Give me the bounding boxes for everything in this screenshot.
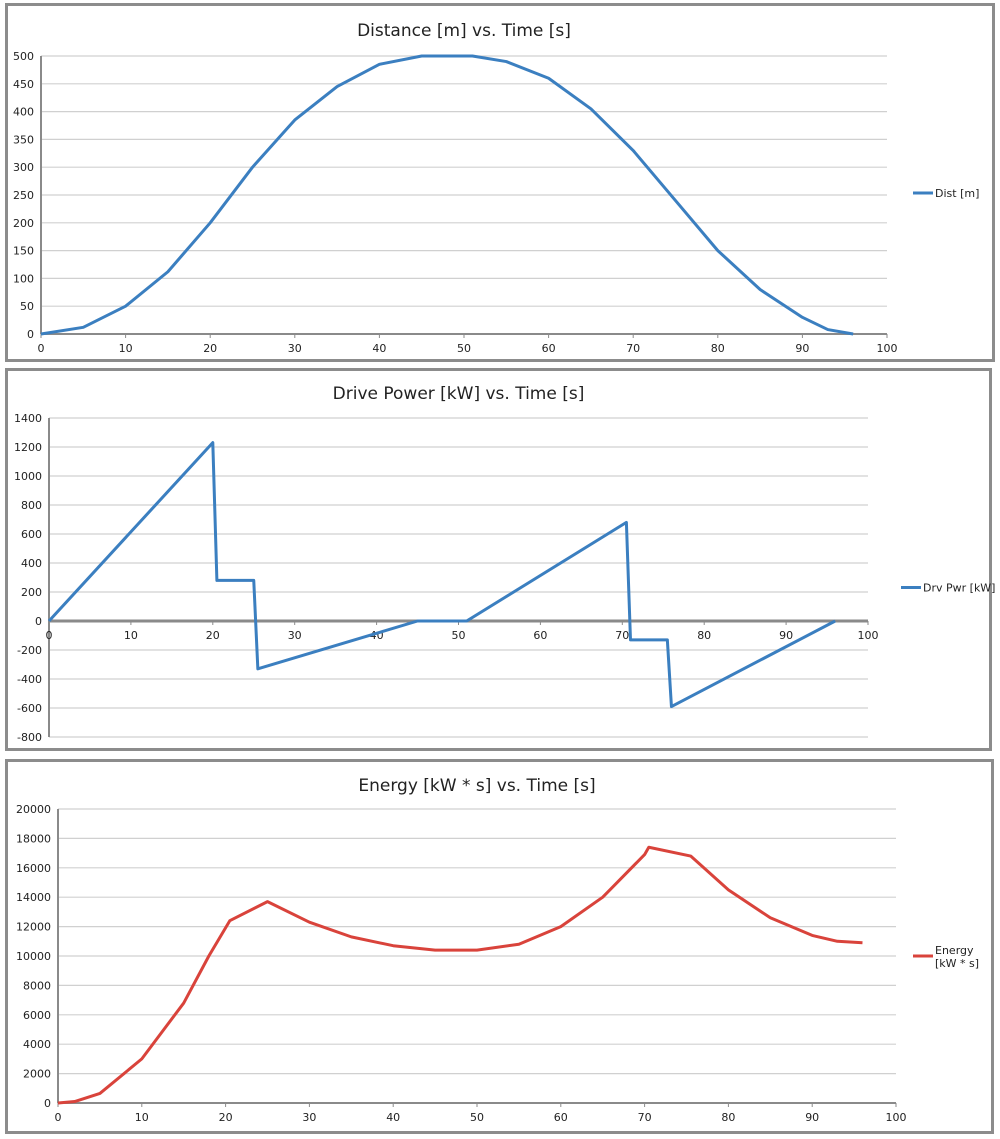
x-tick-label: 0 xyxy=(38,342,45,355)
y-tick-label: 250 xyxy=(13,189,34,202)
x-tick-label: 10 xyxy=(124,629,138,642)
y-tick-label: 1000 xyxy=(14,470,42,483)
y-tick-label: 10000 xyxy=(16,950,51,963)
y-tick-label: 8000 xyxy=(23,979,51,992)
power-chart-panel: Drive Power [kW] vs. Time [s] -800 -600 -40… xyxy=(5,368,995,751)
x-tick-label: 50 xyxy=(470,1111,484,1124)
series-line xyxy=(40,54,854,336)
chart-title: Energy [kW * s] vs. Time [s] xyxy=(358,776,595,796)
x-tick-label: 20 xyxy=(203,342,217,355)
y-tick-label: 600 xyxy=(21,528,42,541)
x-tick-label: 70 xyxy=(615,629,629,642)
x-tick-label: 50 xyxy=(452,629,466,642)
x-tick-label: 40 xyxy=(372,342,386,355)
y-tick-label: 6000 xyxy=(23,1009,51,1022)
x-tick-label: 30 xyxy=(288,342,302,355)
y-tick-label: 16000 xyxy=(16,862,51,875)
y-tick-label: 20000 xyxy=(16,803,51,816)
y-tick-label: 800 xyxy=(21,499,42,512)
y-tick-label: 12000 xyxy=(16,921,51,934)
x-tick-label: 80 xyxy=(711,342,725,355)
x-tick-label: 10 xyxy=(119,342,133,355)
x-tick-label: 60 xyxy=(542,342,556,355)
x-tick-label: 50 xyxy=(457,342,471,355)
energy-chart: Energy [kW * s] vs. Time [s]020004000600… xyxy=(16,776,979,1124)
energy-chart-panel: Energy [kW * s] vs. Time [s] 0 2000 4000 600… xyxy=(5,759,994,1134)
legend-label-line: Energy xyxy=(935,944,974,957)
x-tick-label: 20 xyxy=(206,629,220,642)
legend-label: Drv Pwr [kW] xyxy=(923,582,995,595)
y-tick-label: -800 xyxy=(17,731,42,744)
y-tick-label: 400 xyxy=(13,106,34,119)
x-tick-label: 90 xyxy=(795,342,809,355)
y-tick-label: 2000 xyxy=(23,1068,51,1081)
distance-chart-panel: Distance [m] vs. Time [s] 0 50 100 150 200 250… xyxy=(5,3,995,362)
y-tick-label: 100 xyxy=(13,272,34,285)
x-tick-label: 60 xyxy=(533,629,547,642)
y-tick-label: 4000 xyxy=(23,1038,51,1051)
y-tick-label: 1400 xyxy=(14,412,42,425)
x-tick-label: 90 xyxy=(805,1111,819,1124)
y-tick-label: 18000 xyxy=(16,832,51,845)
y-tick-label: -600 xyxy=(17,702,42,715)
x-tick-label: 20 xyxy=(219,1111,233,1124)
legend-label: Dist [m] xyxy=(935,187,979,200)
x-tick-label: 80 xyxy=(721,1111,735,1124)
series-line xyxy=(57,845,863,1105)
x-tick-label: 40 xyxy=(386,1111,400,1124)
x-tick-label: 80 xyxy=(697,629,711,642)
y-tick-label: -200 xyxy=(17,644,42,657)
x-tick-label: 90 xyxy=(779,629,793,642)
y-tick-label: 14000 xyxy=(16,891,51,904)
y-tick-label: 450 xyxy=(13,78,34,91)
y-tick-label: 500 xyxy=(13,50,34,63)
power-chart: Drive Power [kW] vs. Time [s] -800 -600 -40… xyxy=(14,384,995,744)
y-tick-label: 400 xyxy=(21,557,42,570)
y-tick-label: 200 xyxy=(21,586,42,599)
series-line xyxy=(47,441,836,709)
y-tick-label: 150 xyxy=(13,245,34,258)
legend-label-line: Drv Pwr [kW] xyxy=(923,582,995,595)
x-tick-label: 0 xyxy=(55,1111,62,1124)
x-tick-label: 30 xyxy=(302,1111,316,1124)
y-tick-label: 0 xyxy=(27,328,34,341)
legend-label-line: Dist [m] xyxy=(935,187,979,200)
chart-title: Drive Power [kW] vs. Time [s] xyxy=(333,384,585,404)
x-tick-label: 10 xyxy=(135,1111,149,1124)
y-tick-label: 300 xyxy=(13,161,34,174)
x-tick-label: 30 xyxy=(288,629,302,642)
x-tick-label: 0 xyxy=(46,629,53,642)
y-tick-label: -400 xyxy=(17,673,42,686)
y-tick-label: 350 xyxy=(13,133,34,146)
y-tick-label: 0 xyxy=(35,615,42,628)
distance-chart: Distance [m] vs. Time [s]050100150200250… xyxy=(13,21,979,355)
x-tick-label: 100 xyxy=(858,629,879,642)
x-tick-label: 60 xyxy=(554,1111,568,1124)
x-tick-label: 100 xyxy=(877,342,898,355)
chart-title: Distance [m] vs. Time [s] xyxy=(357,21,571,41)
x-tick-label: 70 xyxy=(626,342,640,355)
x-tick-label: 70 xyxy=(638,1111,652,1124)
y-tick-label: 50 xyxy=(20,300,34,313)
y-tick-label: 0 xyxy=(44,1097,51,1110)
legend-label-line: [kW * s] xyxy=(935,957,979,970)
x-tick-label: 100 xyxy=(886,1111,907,1124)
legend-label: Energy [kW * s] xyxy=(935,944,979,970)
y-tick-label: 1200 xyxy=(14,441,42,454)
y-tick-label: 200 xyxy=(13,217,34,230)
